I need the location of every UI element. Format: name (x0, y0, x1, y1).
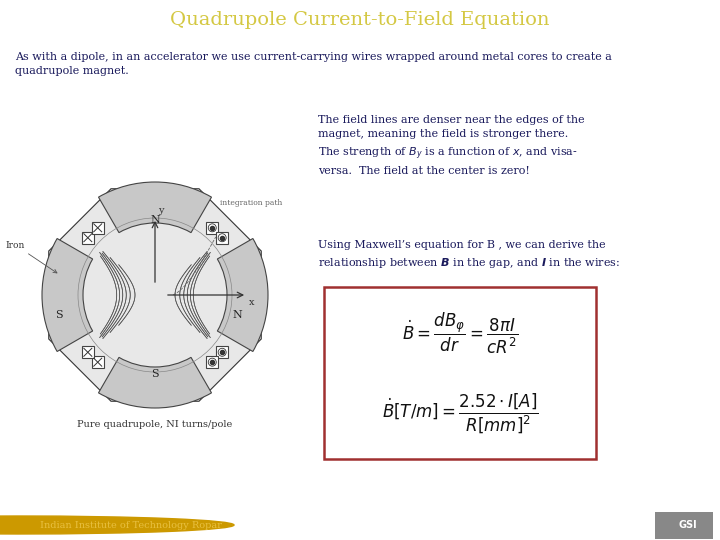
Text: Quadrupole Current-to-Field Equation: Quadrupole Current-to-Field Equation (170, 11, 550, 29)
Wedge shape (99, 182, 212, 233)
Text: Iron: Iron (6, 240, 57, 273)
FancyBboxPatch shape (216, 232, 228, 244)
FancyBboxPatch shape (206, 356, 218, 368)
Text: N: N (232, 310, 242, 320)
Text: integration path: integration path (220, 199, 282, 207)
FancyBboxPatch shape (216, 346, 228, 358)
FancyBboxPatch shape (82, 232, 94, 244)
Wedge shape (99, 357, 212, 408)
Text: $\dot{B}[T/m] = \dfrac{2.52 \cdot I[A]}{R[mm]^2}$: $\dot{B}[T/m] = \dfrac{2.52 \cdot I[A]}{… (382, 391, 539, 435)
Text: The field lines are denser near the edges of the
magnet, meaning the field is st: The field lines are denser near the edge… (318, 115, 585, 176)
Circle shape (0, 516, 234, 534)
Wedge shape (217, 239, 268, 352)
FancyBboxPatch shape (655, 511, 713, 538)
Text: Hans-Jürgen Wollersheim - 2016: Hans-Jürgen Wollersheim - 2016 (324, 521, 485, 530)
Text: Pure quadrupole, NI turns/pole: Pure quadrupole, NI turns/pole (77, 420, 233, 429)
Text: As with a dipole, in an accelerator we use current-carrying wires wrapped around: As with a dipole, in an accelerator we u… (15, 52, 612, 76)
FancyBboxPatch shape (206, 222, 218, 234)
Text: Using Maxwell’s equation for B , we can derive the
relationship between $\boldsy: Using Maxwell’s equation for B , we can … (318, 240, 620, 269)
Text: x: x (249, 298, 254, 307)
Text: $\dot{B} = \dfrac{dB_{\varphi}}{dr} = \dfrac{8\pi I}{cR^2}$: $\dot{B} = \dfrac{dB_{\varphi}}{dr} = \d… (402, 310, 518, 355)
Text: S: S (151, 369, 159, 379)
Text: y: y (158, 206, 163, 215)
Text: N: N (150, 215, 160, 225)
Polygon shape (49, 189, 261, 401)
FancyBboxPatch shape (91, 222, 104, 234)
FancyBboxPatch shape (324, 287, 596, 459)
FancyBboxPatch shape (91, 356, 104, 368)
Text: GSI: GSI (678, 520, 697, 530)
Text: Indian Institute of Technology Ropar: Indian Institute of Technology Ropar (40, 521, 222, 530)
Wedge shape (42, 239, 93, 352)
Text: S: S (55, 310, 63, 320)
FancyBboxPatch shape (82, 346, 94, 358)
